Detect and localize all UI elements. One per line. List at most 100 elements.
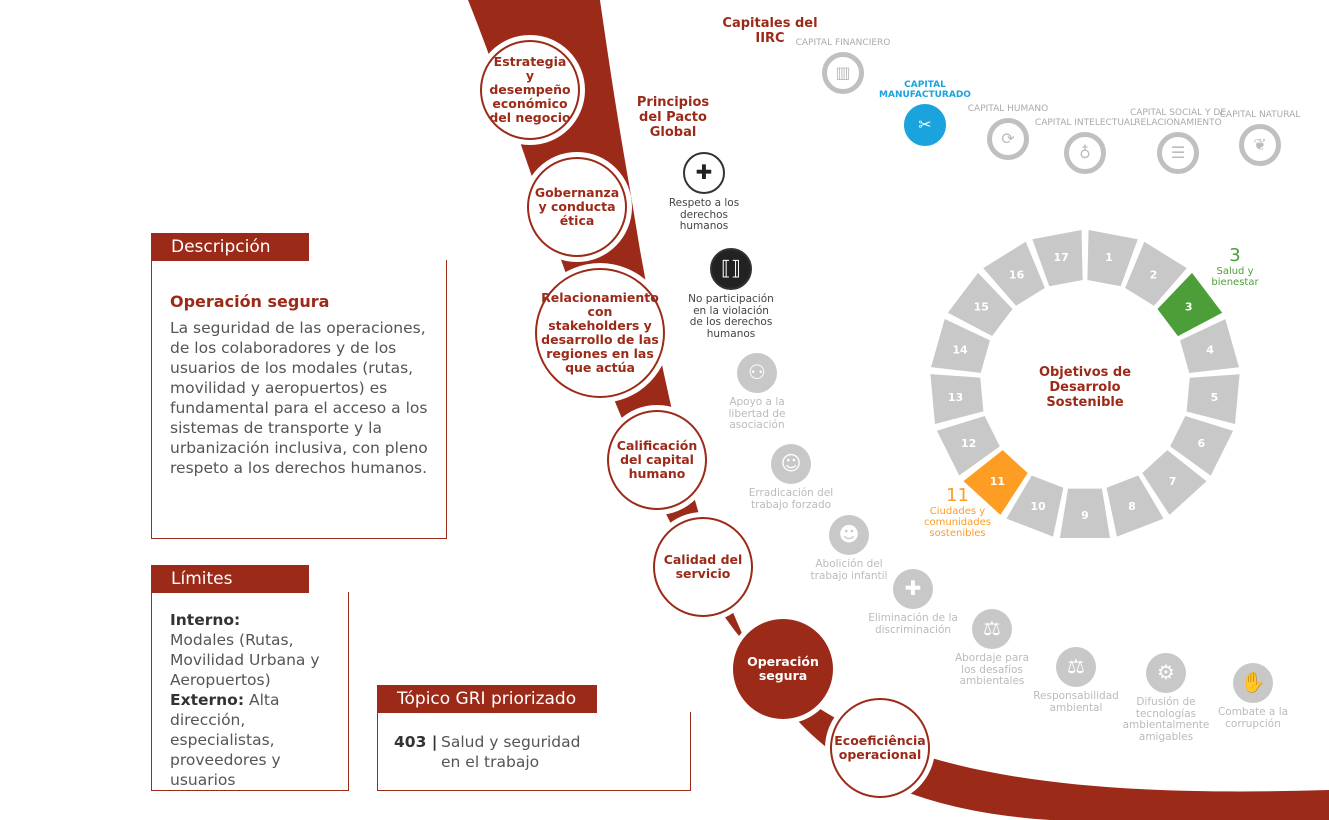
sdg-3-number: 3 (1229, 245, 1241, 266)
pacto-principle[interactable]: ☺ Erradicación del trabajo forzado (746, 444, 836, 511)
descripcion-text: La seguridad de las operaciones, de los … (170, 319, 428, 477)
pacto-principle[interactable]: ⚖ Abordaje para los desafíos ambientales (947, 609, 1037, 688)
sdg-goal-1[interactable] (1087, 230, 1138, 287)
sdg-goal-number: 10 (1030, 500, 1046, 513)
pacto-label: Difusión de tecnologías ambientalmente a… (1122, 696, 1210, 743)
sdg-goal-12[interactable] (936, 415, 1000, 476)
pacto-title: Principios del Pacto Global (636, 95, 710, 140)
sdg-goal-13[interactable] (930, 374, 984, 424)
capital-label: CAPITAL INTELECTUAL (1034, 118, 1136, 128)
person-plus-icon: ✚ (893, 569, 933, 609)
sdg-goal-16[interactable] (983, 241, 1045, 306)
sdg-goal-14[interactable] (931, 319, 990, 373)
sdg-goal-number: 11 (990, 475, 1005, 488)
external-label: Externo: (170, 691, 245, 709)
leaf-globe-icon: ❦ (1239, 124, 1281, 166)
sdg-goal-number: 5 (1211, 391, 1219, 404)
sdg-11-number: 11 (946, 485, 969, 506)
sdg-goal-number: 6 (1198, 437, 1206, 450)
topic-circle[interactable]: Operación segura (733, 619, 833, 719)
sdg-goal-4[interactable] (1180, 319, 1239, 373)
capital-label: CAPITAL FINANCIERO (795, 38, 891, 48)
sdg-goal-number: 1 (1105, 251, 1113, 264)
topic-label: Ecoeficiência operacional (834, 733, 926, 762)
topic-circle[interactable]: Relacionamiento con stakeholders y desar… (535, 268, 665, 398)
capital-item[interactable]: CAPITAL INTELECTUAL ♁ (1030, 118, 1140, 174)
pacto-label: Erradicación del trabajo forzado (748, 487, 834, 511)
gears-icon: ⚙ (1146, 653, 1186, 693)
pacto-principle[interactable]: ⟦⟧ No participación en la violación de lo… (686, 248, 776, 340)
sdg-goal-17[interactable] (1032, 230, 1083, 287)
sdg-goal-11[interactable] (963, 450, 1028, 515)
topic-circle[interactable]: Calificación del capital humano (607, 410, 707, 510)
child-icon: ☻ (829, 515, 869, 555)
sdg-goal-3[interactable] (1157, 272, 1223, 337)
topic-label: Operación segura (747, 654, 819, 683)
limites-box (151, 592, 349, 791)
capital-item[interactable]: CAPITAL FINANCIERO ▥ (788, 38, 898, 94)
limites-header: Límites (151, 565, 309, 593)
internal-value: Modales (Rutas, Movilidad Urbana y Aerop… (170, 631, 320, 689)
sdg-goal-number: 15 (974, 301, 989, 314)
topic-circle[interactable]: Calidad del servicio (653, 517, 753, 617)
topic-circle[interactable]: Ecoeficiência operacional (830, 698, 930, 798)
pacto-label: Combate a la corrupción (1217, 706, 1289, 730)
capital-label: CAPITAL NATURAL (1219, 110, 1301, 120)
pacto-principle[interactable]: ☻ Abolición del trabajo infantil (804, 515, 894, 582)
topic-label: Relacionamiento con stakeholders y desar… (541, 290, 659, 375)
pacto-principle[interactable]: ✚ Eliminación de la discriminación (868, 569, 958, 636)
sdg-goal-2[interactable] (1125, 241, 1187, 306)
capitals-title: Capitales del IIRC (722, 16, 818, 46)
topic-circle[interactable]: Gobernanza y conducta ética (527, 157, 627, 257)
pacto-principle[interactable]: ✋ Combate a la corrupción (1208, 663, 1298, 730)
sdg-goal-15[interactable] (947, 272, 1013, 337)
gri-header: Tópico GRI priorizado (377, 685, 597, 713)
sdg-11-callout: 11 Ciudades y comunidades sostenibles (920, 485, 995, 539)
people-circle-icon: ⟳ (987, 118, 1029, 160)
capital-item[interactable]: CAPITAL NATURAL ❦ (1205, 110, 1315, 166)
topic-label: Estrategia y desempeño económico del neg… (489, 54, 571, 125)
capital-item[interactable]: CAPITAL HUMANO ⟳ (953, 104, 1063, 160)
sdg-goal-8[interactable] (1106, 475, 1164, 537)
limites-text: Interno: Modales (Rutas, Movilidad Urban… (170, 610, 348, 790)
capital-label: CAPITAL SOCIAL Y DE RELACIONAMIENTO (1129, 108, 1227, 128)
capital-label: CAPITAL HUMANO (967, 104, 1049, 114)
balance-icon: ⚖ (972, 609, 1012, 649)
topic-label: Calificación del capital humano (616, 438, 698, 481)
group-icon: ⚇ (737, 353, 777, 393)
sdg-goal-number: 7 (1169, 475, 1177, 488)
gri-text: Salud y seguridad en el trabajo (441, 733, 581, 771)
descripcion-header: Descripción (151, 233, 309, 261)
person-brackets-icon: ⟦⟧ (710, 248, 752, 290)
sdg-goal-7[interactable] (1142, 450, 1207, 515)
sdg-goal-number: 17 (1053, 251, 1068, 264)
external-value: Alta dirección, especialistas, proveedor… (170, 691, 281, 789)
capital-item[interactable]: CAPITAL SOCIAL Y DE RELACIONAMIENTO ☰ (1123, 108, 1233, 174)
capital-label: CAPITAL MANUFACTURADO (879, 80, 971, 100)
sdg-goal-10[interactable] (1006, 475, 1064, 537)
sdg-goal-5[interactable] (1186, 374, 1240, 425)
capital-item[interactable]: CAPITAL MANUFACTURADO ✂ (870, 80, 980, 146)
sdg-goal-number: 9 (1081, 509, 1089, 522)
pacto-principle[interactable]: ⚖ Responsabilidad ambiental (1031, 647, 1121, 714)
descripcion-box (151, 260, 447, 539)
gri-box (377, 712, 691, 791)
sdg-goal-number: 8 (1128, 500, 1136, 513)
sdg-goal-number: 13 (948, 391, 963, 404)
pacto-principle[interactable]: ⚙ Difusión de tecnologías ambientalmente … (1121, 653, 1211, 743)
sdg-goal-number: 12 (961, 437, 976, 450)
sdg-goal-9[interactable] (1059, 488, 1110, 538)
sdg-goal-number: 14 (952, 343, 968, 356)
sdg-goal-6[interactable] (1170, 416, 1234, 476)
person-refuse-icon: ✋ (1233, 663, 1273, 703)
topic-label: Calidad del servicio (663, 552, 743, 581)
topic-circle[interactable]: Estrategia y desempeño económico del neg… (480, 40, 580, 140)
sdg-goal-number: 3 (1185, 301, 1193, 314)
pacto-principle[interactable]: ✚ Respeto a los derechos humanos (659, 152, 749, 233)
sdg-3-label: Salud y bienestar (1211, 266, 1259, 288)
sdg-goal-number: 2 (1150, 268, 1158, 281)
pacto-principle[interactable]: ⚇ Apoyo a la libertad de asociación (712, 353, 802, 432)
sdg-goal-number: 4 (1206, 343, 1214, 356)
